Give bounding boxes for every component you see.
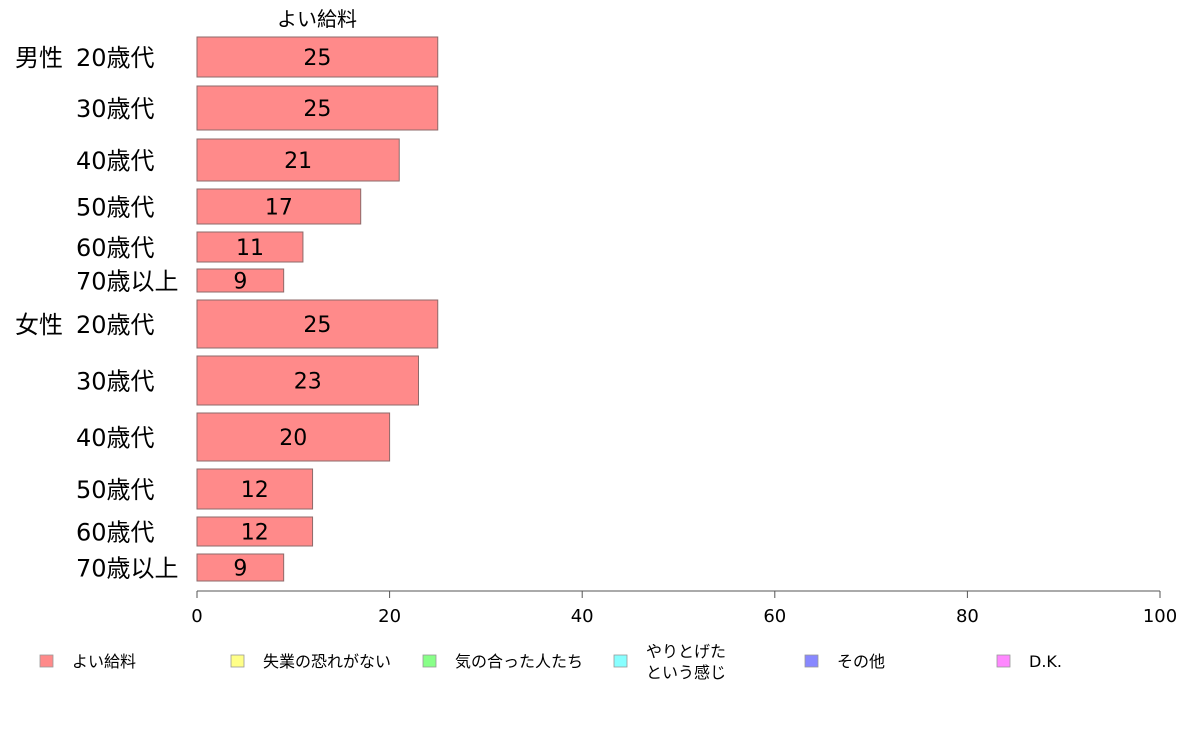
- data-label: 25: [303, 46, 331, 71]
- category-label: 30歳代: [76, 95, 155, 123]
- legend-swatch: [804, 654, 819, 668]
- data-label: 25: [303, 97, 331, 122]
- category-label: 30歳代: [76, 368, 155, 396]
- legend-swatch: [422, 654, 437, 668]
- data-label: 9: [233, 557, 247, 582]
- category-label: 70歳以上: [76, 268, 179, 296]
- category-label: 70歳以上: [76, 555, 179, 583]
- x-tick-label: 60: [763, 606, 786, 627]
- bar: [196, 85, 439, 131]
- x-tick-label: 40: [571, 606, 594, 627]
- bar: [196, 268, 285, 293]
- bar: [196, 188, 362, 225]
- bar: [196, 553, 285, 582]
- bar: [196, 36, 439, 78]
- legend-label: D.K.: [1029, 652, 1062, 671]
- data-label: 12: [241, 478, 269, 503]
- category-label: 50歳代: [76, 194, 155, 222]
- group-label: 男性: [15, 44, 63, 72]
- x-tick-label: 20: [378, 606, 401, 627]
- bar: [196, 355, 419, 406]
- legend-swatch: [230, 654, 245, 668]
- category-labels-layer: 20歳代男性30歳代40歳代50歳代60歳代70歳以上20歳代女性30歳代40歳…: [15, 44, 179, 583]
- x-tick-label: 0: [191, 606, 202, 627]
- x-axis: 0 20 40 60 80 100: [191, 590, 1177, 627]
- category-label: 60歳代: [76, 234, 155, 262]
- bar: [196, 231, 304, 263]
- x-tick-label: 80: [956, 606, 979, 627]
- bar: [196, 516, 314, 547]
- legend-swatch: [996, 654, 1011, 668]
- data-label: 23: [294, 370, 322, 395]
- data-label: 21: [284, 149, 312, 174]
- category-label: 20歳代: [76, 311, 155, 339]
- category-label: 60歳代: [76, 519, 155, 547]
- data-label: 25: [303, 313, 331, 338]
- legend-label: やりとげた: [646, 642, 726, 661]
- category-label: 50歳代: [76, 476, 155, 504]
- data-label: 20: [279, 426, 307, 451]
- legend-label: という感じ: [646, 663, 726, 682]
- category-label: 40歳代: [76, 424, 155, 452]
- legend-label: 気の合った人たち: [455, 652, 583, 671]
- category-label: 20歳代: [76, 44, 155, 72]
- x-tick-label: 100: [1143, 606, 1177, 627]
- data-label: 11: [236, 236, 264, 261]
- legend-label: 失業の恐れがない: [263, 652, 391, 671]
- data-label: 9: [233, 270, 247, 295]
- data-label: 12: [241, 521, 269, 546]
- bar: [196, 468, 314, 510]
- legend-swatch: [613, 654, 628, 668]
- group-label: 女性: [15, 311, 63, 339]
- bar: [196, 412, 391, 462]
- category-label: 40歳代: [76, 147, 155, 175]
- legend-label: よい給料: [72, 652, 136, 671]
- legend-swatch: [39, 654, 54, 668]
- chart-title: よい給料: [277, 7, 357, 31]
- bar: [196, 299, 439, 349]
- legend-label: その他: [837, 652, 885, 671]
- data-label: 17: [265, 196, 293, 221]
- bar: [196, 138, 400, 182]
